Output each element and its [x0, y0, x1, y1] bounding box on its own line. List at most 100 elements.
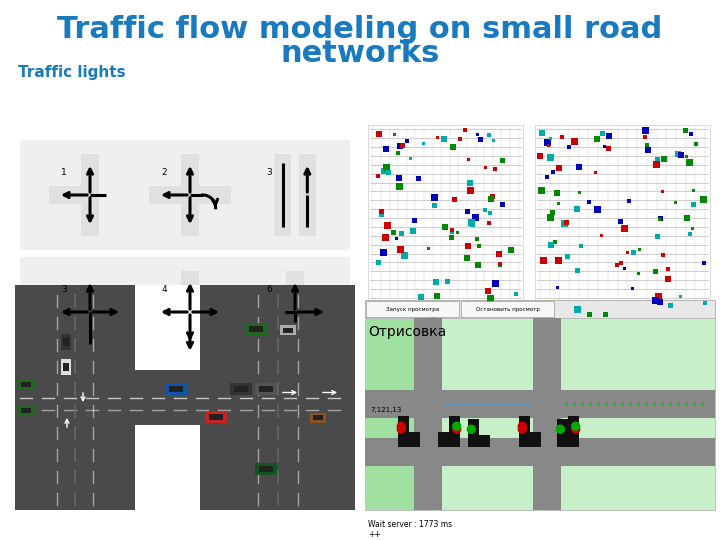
Bar: [626, 199, 631, 202]
Text: 3: 3: [266, 168, 272, 177]
Bar: [575, 164, 582, 170]
Bar: [383, 146, 390, 152]
Bar: [603, 312, 608, 316]
Bar: [658, 215, 663, 221]
Bar: [487, 221, 491, 225]
Bar: [655, 157, 660, 162]
Bar: [518, 403, 521, 406]
Bar: [645, 147, 651, 153]
Bar: [422, 141, 425, 145]
Bar: [165, 382, 187, 395]
Bar: [587, 200, 590, 204]
Bar: [574, 206, 580, 212]
Bar: [540, 256, 547, 264]
Bar: [487, 295, 494, 302]
Bar: [492, 139, 495, 142]
Bar: [475, 237, 480, 241]
Bar: [386, 170, 391, 175]
Bar: [514, 292, 518, 295]
Bar: [596, 403, 600, 406]
Bar: [652, 403, 655, 406]
Bar: [508, 247, 514, 253]
Bar: [169, 386, 183, 392]
Bar: [660, 403, 664, 406]
Circle shape: [397, 422, 405, 430]
Bar: [668, 403, 672, 406]
Bar: [637, 273, 640, 275]
Bar: [431, 194, 438, 201]
Bar: [580, 403, 583, 406]
Bar: [283, 327, 293, 333]
Text: Запуск просмотра: Запуск просмотра: [386, 307, 439, 312]
Bar: [615, 262, 619, 267]
Bar: [500, 202, 505, 207]
Bar: [61, 334, 71, 350]
Bar: [368, 125, 523, 320]
Bar: [545, 175, 549, 179]
Bar: [519, 435, 541, 448]
Bar: [594, 171, 597, 174]
Bar: [245, 323, 267, 335]
Bar: [623, 267, 626, 270]
Bar: [488, 195, 495, 201]
Bar: [691, 227, 694, 230]
Bar: [535, 125, 710, 320]
Bar: [691, 202, 696, 207]
Bar: [81, 154, 99, 236]
Bar: [181, 271, 199, 353]
Bar: [449, 144, 456, 150]
Bar: [21, 408, 32, 413]
Bar: [678, 295, 682, 298]
Bar: [418, 294, 423, 300]
Bar: [629, 403, 631, 406]
Bar: [519, 416, 530, 433]
Bar: [553, 240, 557, 244]
Bar: [565, 254, 570, 259]
Bar: [626, 251, 629, 254]
Bar: [550, 210, 554, 214]
Bar: [496, 251, 502, 257]
Bar: [661, 156, 667, 162]
Bar: [379, 210, 384, 214]
Bar: [467, 180, 474, 186]
Bar: [365, 438, 715, 467]
Bar: [485, 288, 490, 294]
Bar: [642, 127, 649, 134]
Bar: [593, 136, 600, 141]
Bar: [606, 146, 611, 151]
Bar: [600, 131, 605, 136]
Bar: [619, 261, 624, 265]
Bar: [498, 264, 502, 267]
Bar: [149, 186, 231, 204]
Bar: [621, 403, 624, 406]
Bar: [493, 167, 497, 172]
Bar: [467, 187, 474, 194]
Bar: [702, 261, 706, 265]
Bar: [689, 132, 693, 136]
Bar: [539, 131, 544, 137]
Bar: [477, 133, 480, 136]
Bar: [644, 143, 649, 146]
Bar: [433, 279, 438, 285]
Bar: [567, 145, 572, 149]
Bar: [588, 313, 593, 318]
Bar: [677, 403, 680, 406]
Bar: [379, 212, 384, 217]
Bar: [468, 435, 490, 448]
Bar: [392, 230, 396, 235]
Bar: [658, 218, 661, 221]
Bar: [557, 435, 579, 448]
Bar: [366, 301, 459, 317]
Bar: [519, 420, 530, 436]
Bar: [568, 416, 579, 433]
Bar: [376, 173, 380, 178]
Circle shape: [453, 425, 461, 433]
Text: Остановить просмотр: Остановить просмотр: [476, 307, 539, 312]
Bar: [259, 386, 273, 392]
Bar: [564, 220, 569, 226]
Bar: [467, 158, 470, 161]
Bar: [410, 228, 416, 234]
Bar: [449, 235, 454, 240]
Bar: [398, 416, 409, 433]
Text: Traffic lights: Traffic lights: [18, 64, 125, 79]
